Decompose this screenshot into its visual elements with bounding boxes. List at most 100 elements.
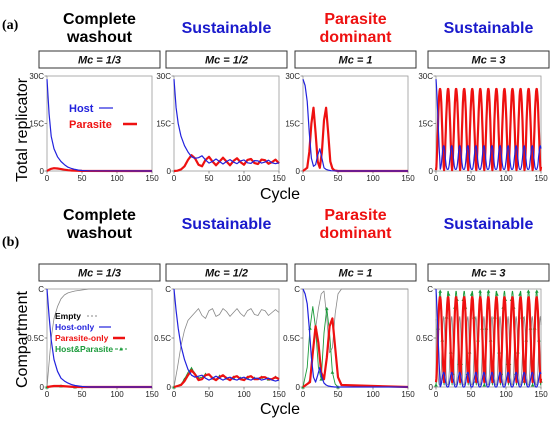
mc-box bbox=[427, 263, 550, 282]
mc-label: Mc = 1/3 bbox=[78, 268, 121, 280]
row-a-xlabel: Cycle bbox=[259, 186, 300, 203]
series-line-host-only bbox=[46, 288, 152, 388]
x-tick-label: 100 bbox=[366, 174, 380, 183]
series-line-host bbox=[46, 79, 153, 172]
x-tick-label: 100 bbox=[110, 174, 124, 183]
x-tick-label: 100 bbox=[499, 174, 513, 183]
x-tick-label: 150 bbox=[534, 390, 548, 399]
series-line-parasite bbox=[46, 167, 153, 173]
legend-entry-label: Parasite bbox=[69, 119, 112, 131]
mc-label: Mc = 1/2 bbox=[205, 268, 248, 280]
y-tick-label: 30C bbox=[156, 72, 171, 81]
mc-label: Mc = 1/2 bbox=[205, 55, 248, 67]
y-tick-label: 0 bbox=[429, 167, 434, 176]
mc-label: Mc = 3 bbox=[472, 55, 506, 67]
x-tick-label: 0 bbox=[434, 390, 439, 399]
series-line-host bbox=[302, 79, 408, 172]
x-tick-label: 50 bbox=[205, 174, 214, 183]
y-tick-label: C bbox=[165, 285, 171, 294]
legend-entry-label: Host&Parasite bbox=[55, 344, 113, 354]
series-marker bbox=[530, 383, 535, 387]
x-tick-label: 0 bbox=[45, 390, 50, 399]
mc-box bbox=[294, 50, 417, 69]
x-tick-label: 50 bbox=[467, 390, 476, 399]
series-line-parasite-only bbox=[173, 369, 280, 389]
x-tick-label: 150 bbox=[272, 390, 286, 399]
x-tick-label: 100 bbox=[110, 390, 124, 399]
outcome-title: Parasite bbox=[324, 11, 386, 28]
outcome-title: Sustainable bbox=[444, 216, 534, 233]
x-tick-label: 150 bbox=[145, 390, 159, 399]
x-tick-label: 0 bbox=[301, 174, 306, 183]
series-marker bbox=[478, 289, 482, 293]
series-marker bbox=[446, 292, 451, 296]
outcome-title: Parasite bbox=[324, 207, 386, 224]
chart-b-4: Sustainable Mc = 3 0 50 100 150 0 0.5C C bbox=[416, 216, 550, 399]
y-tick-label: 30C bbox=[29, 72, 44, 81]
chart-b-2: Sustainable Mc = 1/2 0 50 100 150 0 0.5C C bbox=[154, 216, 288, 399]
series-marker bbox=[518, 292, 522, 296]
panel-b-label: (b) bbox=[2, 235, 20, 250]
y-tick-label: 0.5C bbox=[283, 334, 300, 343]
series-marker bbox=[438, 289, 442, 293]
row-b-xlabel: Cycle bbox=[259, 401, 300, 418]
y-tick-label: 0 bbox=[296, 383, 301, 392]
y-tick-label: 15C bbox=[285, 120, 300, 129]
chart-a-4: Sustainable Mc = 3 0 50 100 150 0 15C 30C bbox=[418, 20, 550, 183]
series-line-empty bbox=[173, 308, 280, 388]
y-tick-label: 0 bbox=[167, 167, 172, 176]
series-marker bbox=[526, 289, 531, 293]
y-tick-label: 30C bbox=[418, 72, 433, 81]
outcome-title: washout bbox=[66, 29, 133, 46]
mc-box bbox=[294, 263, 417, 282]
plot-frame bbox=[302, 75, 409, 172]
series-line-parasite-only bbox=[434, 296, 543, 384]
outcome-title: dominant bbox=[320, 225, 393, 242]
y-tick-label: 15C bbox=[418, 120, 433, 129]
y-tick-label: C bbox=[294, 285, 300, 294]
x-tick-label: 0 bbox=[301, 390, 306, 399]
y-tick-label: 0 bbox=[296, 167, 301, 176]
series-marker bbox=[330, 370, 335, 374]
x-tick-label: 100 bbox=[237, 174, 251, 183]
x-tick-label: 150 bbox=[145, 174, 159, 183]
legend-a: Host Parasite bbox=[69, 103, 137, 131]
x-tick-label: 150 bbox=[272, 174, 286, 183]
series-marker bbox=[319, 377, 323, 381]
outcome-title: washout bbox=[66, 225, 133, 242]
y-tick-label: 15C bbox=[156, 120, 171, 129]
series-line-host-only bbox=[302, 288, 408, 388]
outcome-title: Complete bbox=[63, 207, 136, 224]
y-tick-label: 0 bbox=[40, 383, 45, 392]
x-tick-label: 50 bbox=[467, 174, 476, 183]
outcome-title: Sustainable bbox=[182, 216, 272, 233]
x-tick-label: 150 bbox=[534, 174, 548, 183]
x-tick-label: 50 bbox=[78, 390, 87, 399]
outcome-title: Sustainable bbox=[182, 20, 272, 37]
mc-box bbox=[38, 263, 161, 282]
series-marker bbox=[325, 306, 329, 311]
y-tick-label: C bbox=[427, 285, 433, 294]
series-marker bbox=[482, 383, 487, 387]
series-line-parasite bbox=[302, 106, 408, 173]
x-tick-label: 0 bbox=[45, 174, 50, 183]
x-tick-label: 0 bbox=[172, 390, 177, 399]
series-marker bbox=[189, 366, 194, 370]
mc-label: Mc = 1 bbox=[339, 268, 373, 280]
x-tick-label: 50 bbox=[334, 390, 343, 399]
series-line-host-only bbox=[173, 288, 280, 382]
x-tick-label: 100 bbox=[366, 390, 380, 399]
series-marker bbox=[495, 292, 499, 296]
outcome-title: Sustainable bbox=[444, 20, 534, 37]
mc-label: Mc = 3 bbox=[472, 268, 506, 280]
mc-box bbox=[165, 50, 288, 69]
series-marker bbox=[434, 383, 438, 387]
y-tick-label: 0.5C bbox=[416, 334, 433, 343]
legend-marker bbox=[119, 347, 123, 351]
